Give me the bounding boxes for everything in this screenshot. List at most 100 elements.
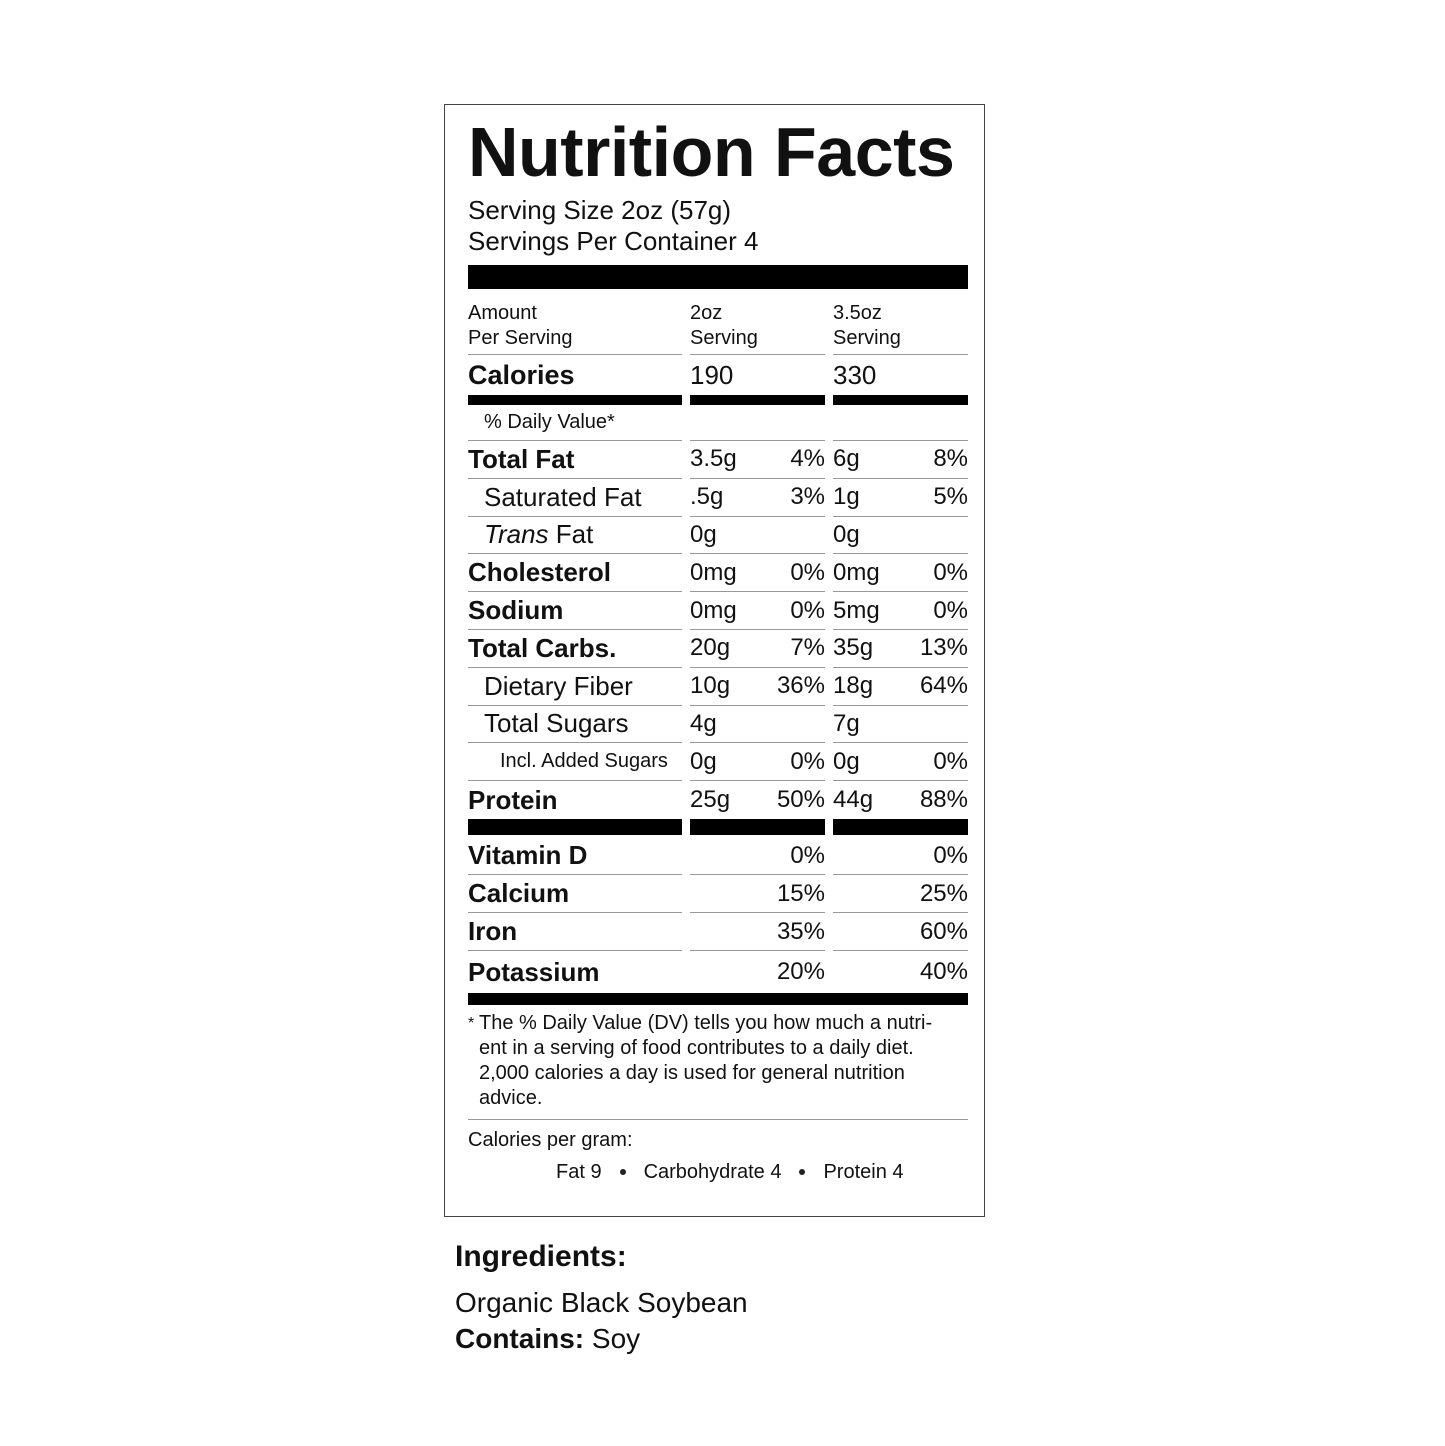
percent: 0% [933, 747, 968, 775]
servings-per-container: Servings Per Container 4 [468, 226, 759, 256]
bar [690, 395, 825, 405]
contains-line: Contains: Soy [455, 1322, 640, 1356]
footnote-text: The % Daily Value (DV) tells you how muc… [479, 1011, 932, 1111]
percent: 13% [919, 634, 968, 662]
nutrient-row: Trans Fat 0g 0g [468, 517, 968, 555]
name-text: Dietary Fiber [484, 671, 633, 702]
bar [833, 395, 968, 405]
daily-value-heading: % Daily Value* [468, 405, 682, 441]
amount: .5g [690, 483, 724, 511]
nutrient-name: Trans Fat [468, 517, 682, 555]
percent: 0% [790, 558, 825, 586]
nutrient-row: Total Fat 3.5g 4% 6g 8% [468, 441, 968, 479]
header-cell: 2oz Serving [690, 297, 825, 355]
nutrient-row: Protein 25g 50% 44g 88% [468, 781, 968, 819]
percent: 7% [790, 634, 825, 662]
percent-cell: 35% [690, 913, 825, 951]
name-plain: Saturated Fat [484, 481, 642, 512]
name-text: Total Fat [468, 444, 574, 475]
header-line: 3.5oz [833, 301, 882, 324]
bar-row [468, 395, 968, 405]
amount: 20g [690, 634, 731, 662]
vitamin-row: Iron 35% 60% [468, 913, 968, 951]
ingredients-heading: Ingredients: [455, 1240, 627, 1273]
amount: 3.5g [690, 445, 737, 473]
footnote-mark: * [468, 1015, 475, 1032]
ingredients-text: Organic Black Soybean [455, 1287, 748, 1318]
calories-value: 190 [690, 359, 734, 390]
amount: 18g [833, 672, 874, 700]
amount-cell: 0g 0% [690, 743, 825, 782]
amount: 6g [833, 445, 860, 473]
calories-label: Calories [468, 359, 575, 390]
amount: 0g [690, 520, 717, 548]
percent-cell: 25% [833, 875, 968, 913]
amount-cell: .5g 3% [690, 479, 825, 517]
percent: 64% [919, 672, 968, 700]
nutrient-name: Saturated Fat [468, 479, 682, 517]
calories-per-gram-label: Calories per gram: [468, 1129, 633, 1151]
name-text: Sodium [468, 595, 563, 626]
nutrient-row: Total Sugars 4g 7g [468, 706, 968, 744]
percent-cell: 15% [690, 875, 825, 913]
amount: 0mg [690, 558, 737, 586]
amount-cell: 25g 50% [690, 781, 825, 819]
name-plain: Sodium [468, 595, 564, 626]
percent: 36% [776, 672, 825, 700]
amount: 7g [833, 709, 860, 737]
amount-cell: 35g 13% [833, 630, 968, 668]
vitamin-rows: Vitamin D 0% 0% Calcium 15% 25% Iron 35% 60% Pota… [468, 837, 968, 993]
amount-cell: 10g 36% [690, 668, 825, 706]
nutrient-name: Total Sugars [468, 706, 682, 744]
name-text: Total Sugars [484, 708, 629, 739]
footnote-line: 2,000 calories a day is used for general… [479, 1062, 905, 1084]
nutrient-name: Sodium [468, 592, 682, 630]
nutrient-name: Total Carbs. [468, 630, 682, 668]
nutrition-label: Nutrition Facts Serving Size 2oz (57g) S… [444, 104, 985, 1217]
nutrient-name: Cholesterol [468, 554, 682, 593]
contains-label: Contains: [455, 1323, 585, 1354]
bar [690, 819, 825, 835]
vitamin-row: Calcium 15% 25% [468, 875, 968, 913]
amount: 0g [690, 747, 717, 775]
calories-per-gram-item: Fat 9 [556, 1161, 602, 1183]
bar [833, 819, 968, 835]
percent: 3% [790, 483, 825, 511]
bar [468, 819, 682, 835]
percent: 8% [933, 445, 968, 473]
percent-cell: 0% [833, 837, 968, 875]
percent: 0% [933, 558, 968, 586]
empty-cell [833, 405, 968, 441]
nutrient-rows: Total Fat 3.5g 4% 6g 8% Saturated Fat .5g 3% 1g 5… [468, 441, 968, 819]
amount-cell: 0mg 0% [690, 592, 825, 630]
percent: 50% [776, 786, 825, 814]
calories-row: Calories 190 330 [468, 355, 968, 395]
amount: 5mg [833, 596, 880, 624]
bullet [619, 1169, 626, 1175]
bar-row [468, 819, 968, 835]
header-line: Serving [690, 326, 758, 349]
thick-bar [468, 265, 968, 289]
amount-cell: 44g 88% [833, 781, 968, 819]
serving-size: Serving Size 2oz (57g) [468, 195, 732, 225]
amount: 35g [833, 634, 874, 662]
amount-cell: 5mg 0% [833, 592, 968, 630]
amount: 4g [690, 709, 717, 737]
footnote-line: advice. [479, 1087, 543, 1109]
calories-per-gram-item: Protein 4 [823, 1161, 904, 1183]
header-line: Per Serving [468, 326, 573, 349]
nutrient-row: Total Carbs. 20g 7% 35g 13% [468, 630, 968, 668]
name-text: Protein [468, 785, 558, 816]
nutrient-name: Dietary Fiber [468, 668, 682, 706]
contains-value: Soy [591, 1323, 641, 1354]
vitamin-name: Iron [468, 913, 682, 951]
nutrient-row: Sodium 0mg 0% 5mg 0% [468, 592, 968, 630]
amount-cell: 0g [833, 517, 968, 555]
percent: 0% [790, 596, 825, 624]
amount: 0mg [690, 596, 737, 624]
amount-cell: 3.5g 4% [690, 441, 825, 479]
percent: 15% [776, 879, 825, 907]
name-plain: Protein [468, 784, 558, 815]
percent: 20% [776, 958, 825, 985]
footnote-line: ent in a serving of food contributes to … [479, 1037, 914, 1059]
